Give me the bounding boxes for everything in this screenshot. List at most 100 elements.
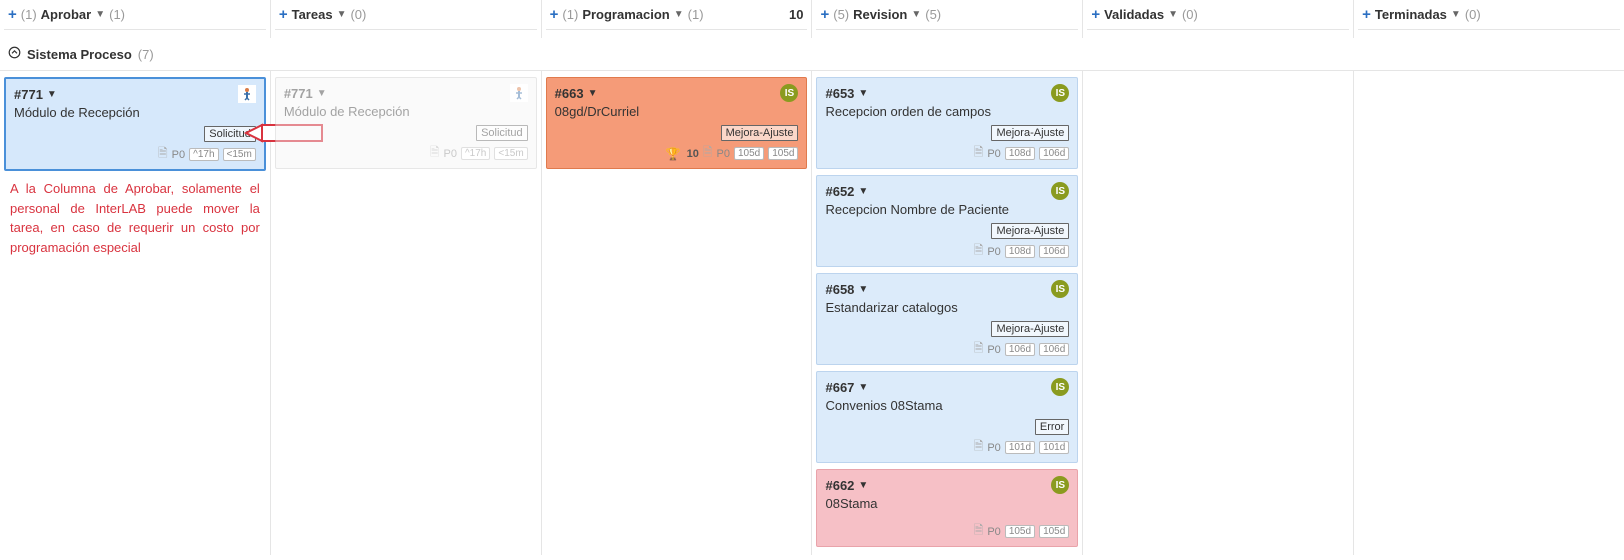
chevron-down-icon[interactable]: ▼ — [858, 284, 868, 295]
annotation-text: A la Columna de Aprobar, solamente el pe… — [4, 171, 266, 265]
avatar[interactable]: IS — [1051, 182, 1069, 200]
assignee-icon[interactable] — [510, 84, 528, 102]
card-tag: Solicitud — [476, 125, 528, 141]
card-id: #771 — [284, 86, 313, 101]
card-id: #663 — [555, 86, 584, 101]
chevron-down-icon[interactable]: ▼ — [858, 382, 868, 393]
column-title: Terminadas — [1375, 7, 1447, 22]
card-time-chip: 101d — [1005, 441, 1035, 454]
add-card-icon[interactable]: + — [550, 6, 559, 23]
chevron-down-icon[interactable]: ▼ — [337, 9, 347, 20]
avatar[interactable]: IS — [1051, 378, 1069, 396]
chevron-down-icon[interactable]: ▼ — [858, 88, 868, 99]
card-score: 10 — [687, 148, 699, 160]
card-658[interactable]: #658 ▼ IS Estandarizar catalogos Mejora-… — [816, 273, 1078, 365]
add-card-icon[interactable]: + — [1091, 6, 1100, 23]
chevron-down-icon[interactable]: ▼ — [858, 480, 868, 491]
card-time-chip: 108d — [1005, 245, 1035, 258]
chevron-down-icon[interactable]: ▼ — [1451, 9, 1461, 20]
column-header[interactable]: + (1) Programacion ▼ (1) 10 — [546, 0, 808, 30]
column-count-right: (5) — [925, 7, 941, 22]
collapse-icon[interactable] — [8, 46, 21, 62]
document-icon: 🗎 — [703, 143, 713, 164]
card-652[interactable]: #652 ▼ IS Recepcion Nombre de Paciente M… — [816, 175, 1078, 267]
card-priority: P0 — [987, 526, 1000, 538]
card-667[interactable]: #667 ▼ IS Convenios 08Stama Error 🗎 P0 1… — [816, 371, 1078, 463]
card-priority: P0 — [172, 149, 185, 161]
avatar[interactable]: IS — [1051, 84, 1069, 102]
card-tag: Solicitud — [204, 126, 256, 142]
card-771-ghost[interactable]: #771 ▼ Módulo de Recepción Solicitud 🗎 P… — [275, 77, 537, 169]
swimlane-header[interactable]: Sistema Proceso (7) — [0, 38, 1624, 71]
card-time-chip: 105d — [1005, 525, 1035, 538]
add-card-icon[interactable]: + — [820, 6, 829, 23]
card-priority: P0 — [444, 148, 457, 160]
card-663[interactable]: #663 ▼ IS 08gd/DrCurriel Mejora-Ajuste 🏆… — [546, 77, 808, 169]
avatar[interactable]: IS — [1051, 280, 1069, 298]
add-card-icon[interactable]: + — [8, 6, 17, 23]
card-time-chip: 106d — [1039, 245, 1069, 258]
card-title: Recepcion orden de campos — [825, 104, 1069, 119]
card-time-chip: <15m — [494, 147, 527, 160]
column-count-left: (1) — [562, 7, 578, 22]
chevron-down-icon[interactable]: ▼ — [47, 89, 57, 100]
card-time-chip: 106d — [1039, 147, 1069, 160]
card-title: 08gd/DrCurriel — [555, 104, 799, 119]
column-header[interactable]: + Validadas ▼ (0) — [1087, 0, 1349, 30]
column-header[interactable]: + (5) Revision ▼ (5) — [816, 0, 1078, 30]
card-title: Módulo de Recepción — [14, 105, 256, 120]
card-771[interactable]: #771 ▼ Módulo de Recepción Solicitud 🗎 P… — [4, 77, 266, 171]
avatar[interactable]: IS — [780, 84, 798, 102]
swimlane-title: Sistema Proceso — [27, 47, 132, 62]
document-icon: 🗎 — [974, 521, 984, 542]
document-icon: 🗎 — [158, 144, 168, 165]
card-time-chip: 105d — [1039, 525, 1069, 538]
card-time-chip: 105d — [734, 147, 764, 160]
chevron-down-icon[interactable]: ▼ — [858, 186, 868, 197]
card-653[interactable]: #653 ▼ IS Recepcion orden de campos Mejo… — [816, 77, 1078, 169]
avatar[interactable]: IS — [1051, 476, 1069, 494]
card-id: #662 — [825, 478, 854, 493]
column-header[interactable]: + (1) Aprobar ▼ (1) — [4, 0, 266, 30]
card-time-chip: ^17h — [461, 147, 490, 160]
card-priority: P0 — [987, 246, 1000, 258]
card-tag: Mejora-Ajuste — [991, 223, 1069, 239]
card-title: Módulo de Recepción — [284, 104, 528, 119]
card-priority: P0 — [987, 344, 1000, 356]
chevron-down-icon[interactable]: ▼ — [1168, 9, 1178, 20]
assignee-icon[interactable] — [238, 85, 256, 103]
column-validadas: + Validadas ▼ (0) — [1083, 0, 1354, 38]
document-icon: 🗎 — [430, 143, 440, 164]
card-time-chip: 108d — [1005, 147, 1035, 160]
column-terminadas: + Terminadas ▼ (0) — [1354, 0, 1624, 38]
card-id: #658 — [825, 282, 854, 297]
card-tag: Error — [1035, 419, 1069, 435]
card-id: #771 — [14, 87, 43, 102]
card-time-chip: <15m — [223, 148, 256, 161]
card-tag: Mejora-Ajuste — [991, 125, 1069, 141]
add-card-icon[interactable]: + — [279, 6, 288, 23]
card-tag: Mejora-Ajuste — [991, 321, 1069, 337]
column-title: Validadas — [1104, 7, 1164, 22]
chevron-down-icon[interactable]: ▼ — [588, 88, 598, 99]
card-title: Convenios 08Stama — [825, 398, 1069, 413]
column-body-programacion: #663 ▼ IS 08gd/DrCurriel Mejora-Ajuste 🏆… — [542, 71, 813, 555]
card-662[interactable]: #662 ▼ IS 08Stama 🗎 P0 105d 105d — [816, 469, 1078, 547]
chevron-down-icon[interactable]: ▼ — [911, 9, 921, 20]
chevron-down-icon[interactable]: ▼ — [317, 88, 327, 99]
card-title: Estandarizar catalogos — [825, 300, 1069, 315]
column-count-right: (0) — [1182, 7, 1198, 22]
column-count-right: (1) — [109, 7, 125, 22]
chevron-down-icon[interactable]: ▼ — [674, 9, 684, 20]
card-id: #667 — [825, 380, 854, 395]
card-priority: P0 — [987, 442, 1000, 454]
column-wip-limit: 10 — [789, 7, 803, 22]
card-title: 08Stama — [825, 496, 1069, 511]
column-header[interactable]: + Tareas ▼ (0) — [275, 0, 537, 30]
column-body-terminadas — [1354, 71, 1624, 555]
chevron-down-icon[interactable]: ▼ — [95, 9, 105, 20]
add-card-icon[interactable]: + — [1362, 6, 1371, 23]
card-priority: P0 — [717, 148, 730, 160]
column-header[interactable]: + Terminadas ▼ (0) — [1358, 0, 1620, 30]
column-title: Programacion — [582, 7, 669, 22]
